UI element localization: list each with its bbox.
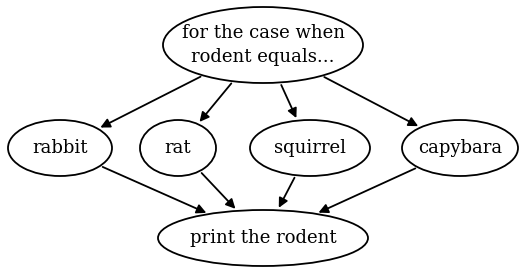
Text: squirrel: squirrel (274, 139, 346, 157)
Ellipse shape (140, 120, 216, 176)
Text: print the rodent: print the rodent (190, 229, 336, 247)
Ellipse shape (158, 210, 368, 266)
Text: rabbit: rabbit (32, 139, 88, 157)
Text: for the case when
rodent equals...: for the case when rodent equals... (181, 24, 345, 66)
Ellipse shape (402, 120, 518, 176)
Text: rat: rat (164, 139, 191, 157)
Ellipse shape (250, 120, 370, 176)
Text: capybara: capybara (418, 139, 502, 157)
Ellipse shape (8, 120, 112, 176)
Ellipse shape (163, 7, 363, 83)
